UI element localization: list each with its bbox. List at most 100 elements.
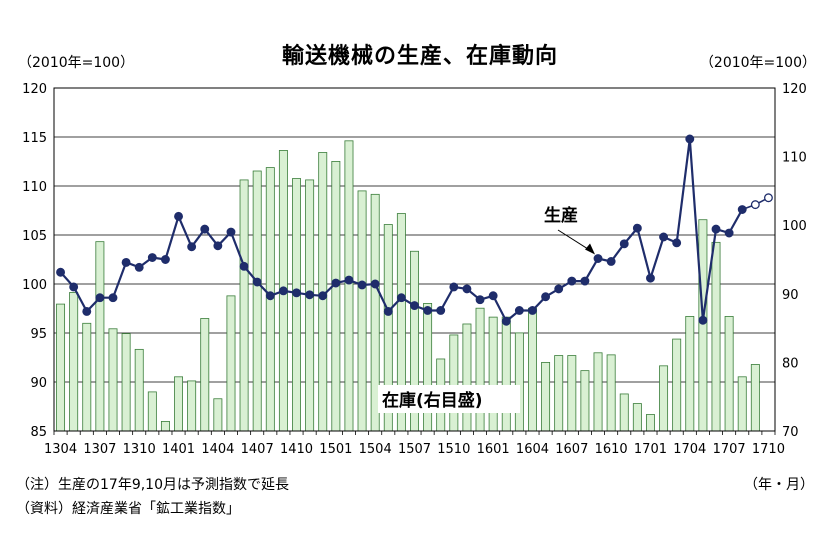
- x-tick-label: 1707: [713, 442, 746, 457]
- inventory-bar: [501, 316, 511, 432]
- production-annotation: 生産: [544, 205, 578, 226]
- production-point: [239, 261, 249, 271]
- x-tick-label: 1607: [555, 442, 588, 457]
- inventory-bar: [750, 364, 760, 432]
- production-point: [200, 224, 210, 234]
- left-axis-unit: （2010年=100）: [18, 55, 135, 71]
- production-point: [56, 267, 66, 277]
- inventory-bar: [252, 170, 262, 432]
- production-point: [698, 315, 708, 325]
- inventory-bar: [121, 333, 131, 432]
- inventory-bar: [147, 391, 157, 432]
- x-tick-label: 1704: [673, 442, 706, 457]
- production-point: [410, 301, 419, 311]
- right-tick-label: 70: [782, 425, 799, 440]
- inventory-bar: [685, 316, 695, 432]
- production-point: [95, 293, 105, 303]
- x-tick-label: 1701: [634, 442, 667, 457]
- inventory-bar: [187, 380, 197, 432]
- production-point: [318, 291, 328, 301]
- inventory-annotation: 在庫(右目盛): [382, 390, 483, 411]
- right-tick-label: 90: [782, 288, 799, 303]
- production-point: [134, 262, 144, 272]
- production-point: [646, 273, 655, 283]
- inventory-bar: [108, 328, 118, 432]
- production-point: [619, 239, 629, 249]
- inventory-bar: [632, 403, 642, 432]
- production-point: [449, 282, 459, 292]
- production-point: [383, 306, 393, 316]
- production-point: [436, 306, 446, 315]
- production-point: [554, 284, 564, 294]
- inventory-bar: [344, 140, 354, 432]
- left-tick-label: 120: [22, 82, 47, 97]
- inventory-bar: [593, 352, 603, 432]
- x-tick-label: 1507: [398, 442, 431, 457]
- production-point: [305, 290, 315, 300]
- production-point: [606, 257, 616, 266]
- production-point: [396, 293, 406, 303]
- x-tick-label: 1310: [123, 442, 156, 457]
- x-tick-label: 1504: [359, 442, 392, 457]
- production-forecast-point: [763, 193, 773, 203]
- inventory-bar: [514, 332, 524, 432]
- x-tick-label: 1604: [516, 442, 549, 457]
- production-point: [331, 278, 341, 288]
- production-point: [292, 288, 301, 298]
- right-tick-label: 80: [782, 356, 799, 371]
- inventory-bar: [711, 241, 721, 432]
- inventory-bar: [69, 292, 79, 432]
- x-axis-unit: （年・月）: [744, 477, 814, 493]
- production-point: [711, 224, 721, 234]
- inventory-bar: [331, 161, 341, 432]
- production-forecast-point: [750, 200, 760, 210]
- note-forecast: （注）生産の17年9,10月は予測指数で延長: [16, 477, 289, 493]
- production-point: [737, 205, 747, 214]
- inventory-bar: [449, 334, 459, 432]
- inventory-bar: [200, 318, 210, 432]
- production-point: [69, 282, 79, 292]
- note-source: （資料）経済産業省「鉱工業指数」: [16, 501, 240, 517]
- inventory-bar: [305, 179, 315, 432]
- production-point: [213, 241, 223, 251]
- inventory-bar: [239, 179, 249, 432]
- inventory-bar: [82, 322, 92, 432]
- inventory-bar: [606, 354, 616, 432]
- production-point: [724, 228, 734, 238]
- production-point: [423, 306, 433, 315]
- production-point: [528, 306, 537, 315]
- inventory-bar: [160, 420, 170, 432]
- right-tick-label: 110: [782, 151, 807, 166]
- inventory-bar: [698, 219, 708, 432]
- production-point: [593, 254, 603, 263]
- inventory-bar: [95, 241, 105, 432]
- left-tick-label: 95: [30, 327, 47, 342]
- production-point: [475, 295, 485, 305]
- x-tick-label: 1404: [201, 442, 234, 457]
- x-tick-label: 1610: [595, 442, 628, 457]
- production-point: [226, 227, 236, 237]
- production-point: [187, 242, 197, 252]
- x-tick-label: 1510: [437, 442, 470, 457]
- inventory-bar: [462, 323, 472, 432]
- production-point: [541, 292, 551, 302]
- inventory-annotation-box: [378, 385, 520, 413]
- production-point: [672, 238, 682, 248]
- inventory-bar: [724, 316, 734, 432]
- inventory-bar: [528, 307, 537, 432]
- inventory-bar: [659, 365, 669, 432]
- arrow-head: [585, 243, 596, 255]
- right-axis-unit: （2010年=100）: [699, 55, 816, 71]
- inventory-bar: [213, 398, 223, 432]
- right-tick-label: 120: [782, 82, 807, 97]
- inventory-bar: [174, 376, 184, 432]
- production-point: [685, 134, 695, 144]
- x-tick-label: 1304: [44, 442, 77, 457]
- inventory-bar: [672, 338, 682, 432]
- inventory-bar: [619, 393, 629, 432]
- left-tick-label: 105: [22, 229, 47, 244]
- production-point: [278, 286, 288, 296]
- production-point: [121, 257, 131, 267]
- inventory-bar: [541, 361, 551, 432]
